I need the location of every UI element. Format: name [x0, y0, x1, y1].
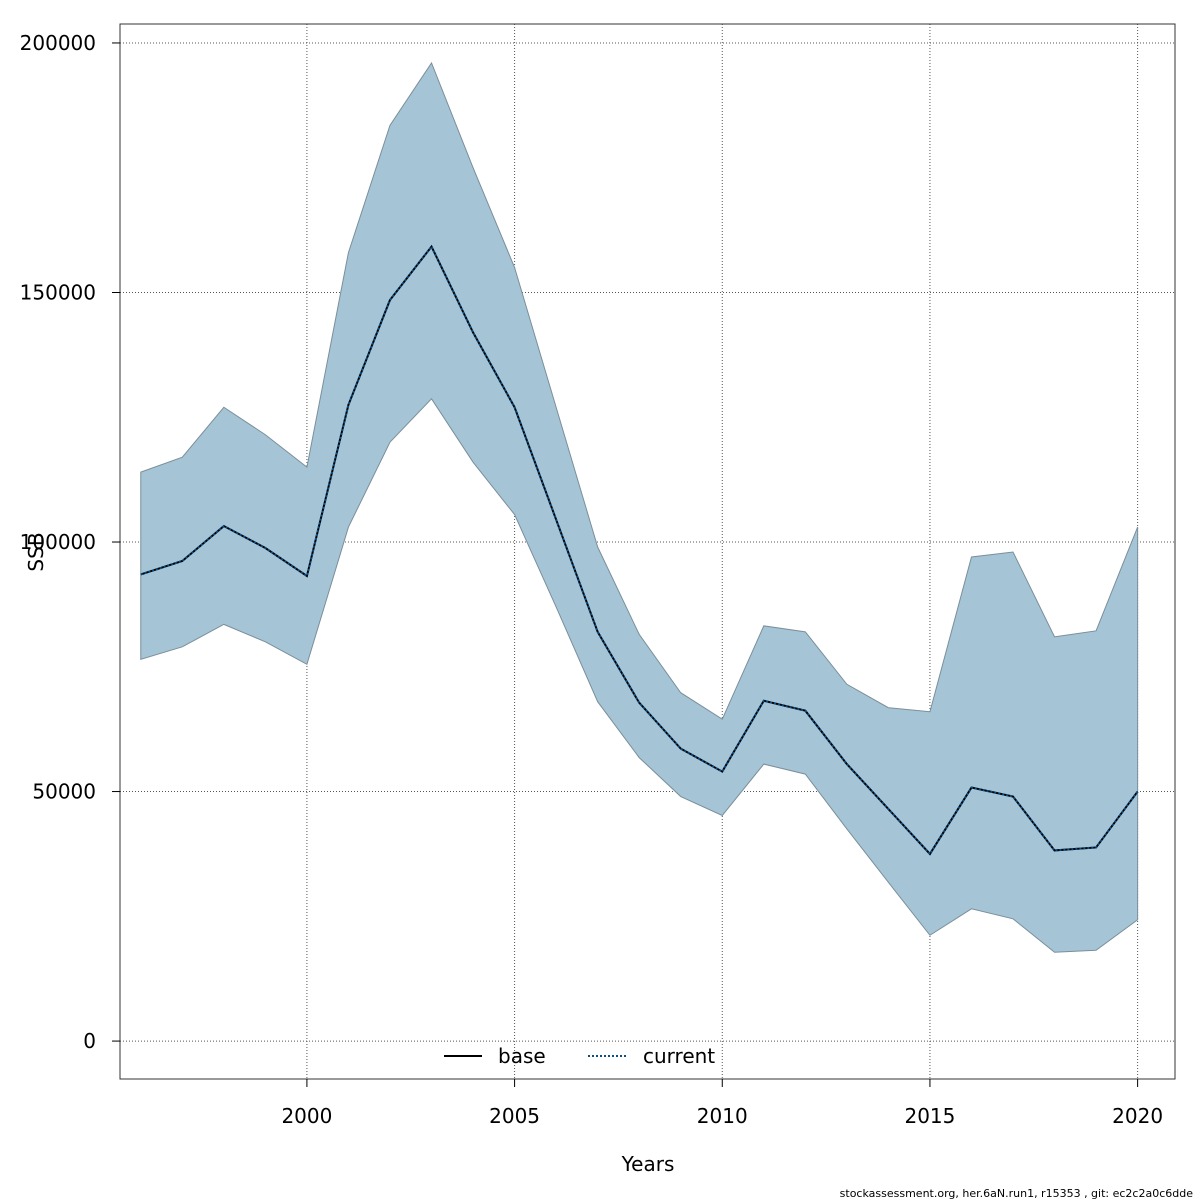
x-tick-label: 2005 [489, 1104, 540, 1128]
legend: base current [444, 1044, 715, 1068]
y-tick-label: 50000 [32, 780, 96, 804]
legend-label-base: base [498, 1044, 546, 1068]
y-tick-label: 0 [83, 1029, 96, 1053]
x-tick-label: 2010 [697, 1104, 748, 1128]
footer-credit: stockassessment.org, her.6aN.run1, r1535… [840, 1187, 1194, 1200]
confidence-band [140, 61, 1139, 953]
x-tick-label: 2015 [904, 1104, 955, 1128]
series-line-current [140, 244, 1139, 856]
legend-label-current: current [643, 1044, 715, 1068]
y-axis: 0 50000 100000 150000 200000 [20, 31, 120, 1053]
plot-frame [119, 23, 1176, 1080]
x-tick-label: 2000 [281, 1104, 332, 1128]
confidence-band-layer [140, 61, 1139, 953]
y-tick-label: 100000 [20, 530, 96, 554]
y-tick-label: 150000 [20, 280, 96, 304]
x-tick-label: 2020 [1112, 1104, 1163, 1128]
y-tick-label: 200000 [20, 31, 96, 55]
series-layer [140, 244, 1139, 856]
x-axis-title: Years [621, 1152, 675, 1176]
x-axis: 2000 2005 2010 2015 2020 [281, 1079, 1163, 1128]
y-axis-title: SSB [24, 532, 48, 571]
